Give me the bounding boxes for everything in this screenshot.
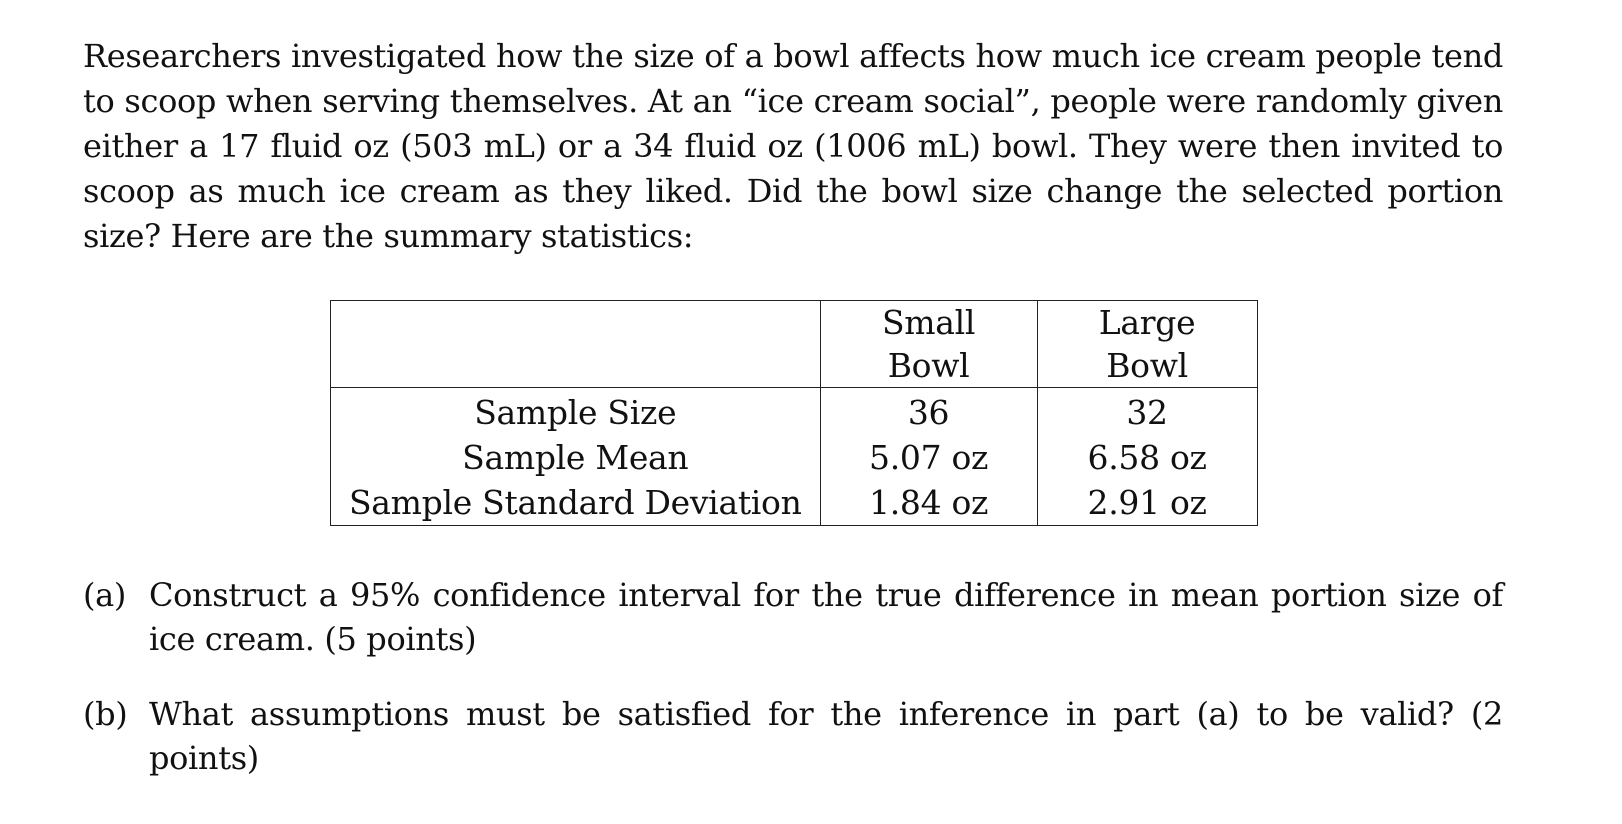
table-row: Sample Size Sample Mean Sample Standard … <box>330 387 1258 526</box>
row-label-sample-sd: Sample Standard Deviation <box>349 483 802 522</box>
question-a: (a) Construct a 95% confidence interval … <box>83 573 1503 661</box>
question-b: (b) What assumptions must be satisfied f… <box>83 692 1503 780</box>
question-a-text: Construct a 95% confidence interval for … <box>149 576 1503 658</box>
problem-intro: Researchers investigated how the size of… <box>83 37 1503 255</box>
small-bowl-sample-sd: 1.84 oz <box>869 483 989 522</box>
question-a-marker: (a) <box>83 576 126 614</box>
row-labels-cell: Sample Size Sample Mean Sample Standard … <box>330 387 821 526</box>
large-bowl-sample-size: 32 <box>1126 393 1168 432</box>
small-bowl-sample-mean: 5.07 oz <box>869 438 989 477</box>
large-bowl-values-cell: 32 6.58 oz 2.91 oz <box>1036 387 1258 526</box>
question-b-marker: (b) <box>83 695 128 733</box>
table-header-large-bowl: Large Bowl <box>1036 300 1258 388</box>
large-bowl-sample-mean: 6.58 oz <box>1087 438 1207 477</box>
summary-statistics-table: Small Bowl Large Bowl Sample Size Sample… <box>330 300 1258 526</box>
row-label-sample-mean: Sample Mean <box>462 438 689 477</box>
table-header-small-bowl: Small Bowl <box>819 300 1038 388</box>
table-header-row: Small Bowl Large Bowl <box>330 300 1258 388</box>
small-bowl-values-cell: 36 5.07 oz 1.84 oz <box>819 387 1038 526</box>
question-b-text: What assumptions must be satisfied for t… <box>149 695 1503 777</box>
row-label-sample-size: Sample Size <box>474 393 677 432</box>
table-header-blank <box>330 300 821 388</box>
large-bowl-sample-sd: 2.91 oz <box>1087 483 1207 522</box>
small-bowl-sample-size: 36 <box>907 393 950 432</box>
